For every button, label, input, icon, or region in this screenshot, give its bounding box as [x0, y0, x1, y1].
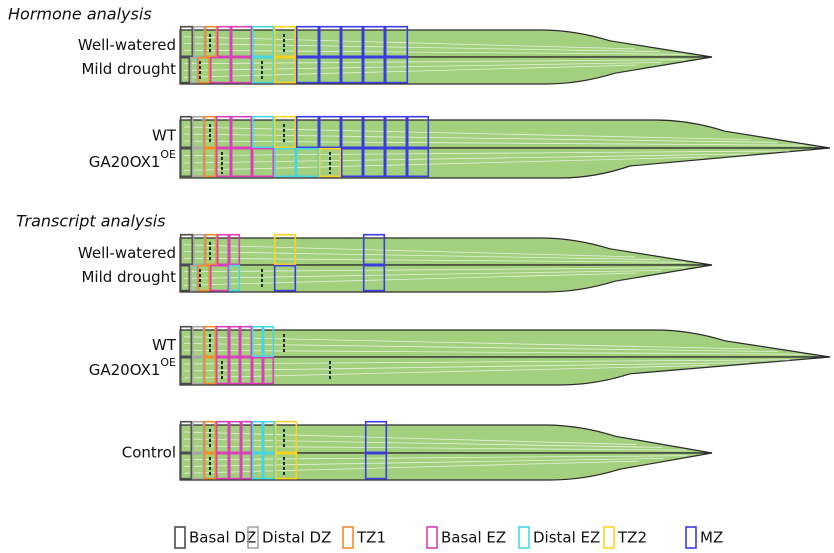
figure: Hormone analysis Transcript analysis Wel… — [0, 0, 834, 553]
legend-swatch — [175, 527, 185, 548]
label-superscript: OE — [160, 148, 176, 161]
legend-label: TZ1 — [356, 529, 386, 547]
row-label: GA20OX1OE — [89, 356, 176, 379]
legend-label: Basal EZ — [441, 529, 506, 547]
legend-label: TZ2 — [617, 529, 647, 547]
row-label: Control — [122, 444, 176, 462]
row-label: WT — [152, 127, 177, 145]
legend-swatch — [686, 527, 696, 548]
row-label: WT — [152, 336, 177, 354]
leaf-half — [180, 357, 830, 385]
label-name: GA20OX1 — [89, 153, 161, 171]
row-label: Mild drought — [81, 60, 176, 78]
legend-swatch — [604, 527, 614, 548]
section-title: Hormone analysis — [8, 5, 152, 24]
legend-label: Basal DZ — [189, 529, 256, 547]
row-label: Well-watered — [78, 244, 176, 262]
leaf-half — [180, 148, 830, 178]
section-title: Transcript analysis — [16, 212, 166, 231]
row-label: Mild drought — [81, 268, 176, 286]
legend-swatch — [343, 527, 353, 548]
label-name: GA20OX1 — [89, 361, 161, 379]
legend-label: Distal DZ — [262, 529, 331, 547]
legend-swatch — [519, 527, 529, 548]
legend-label: Distal EZ — [533, 529, 600, 547]
row-label: GA20OX1OE — [89, 148, 176, 171]
legend-swatch — [427, 527, 437, 548]
row-label: Well-watered — [78, 36, 176, 54]
legend-label: MZ — [700, 529, 723, 547]
label-superscript: OE — [160, 356, 176, 369]
